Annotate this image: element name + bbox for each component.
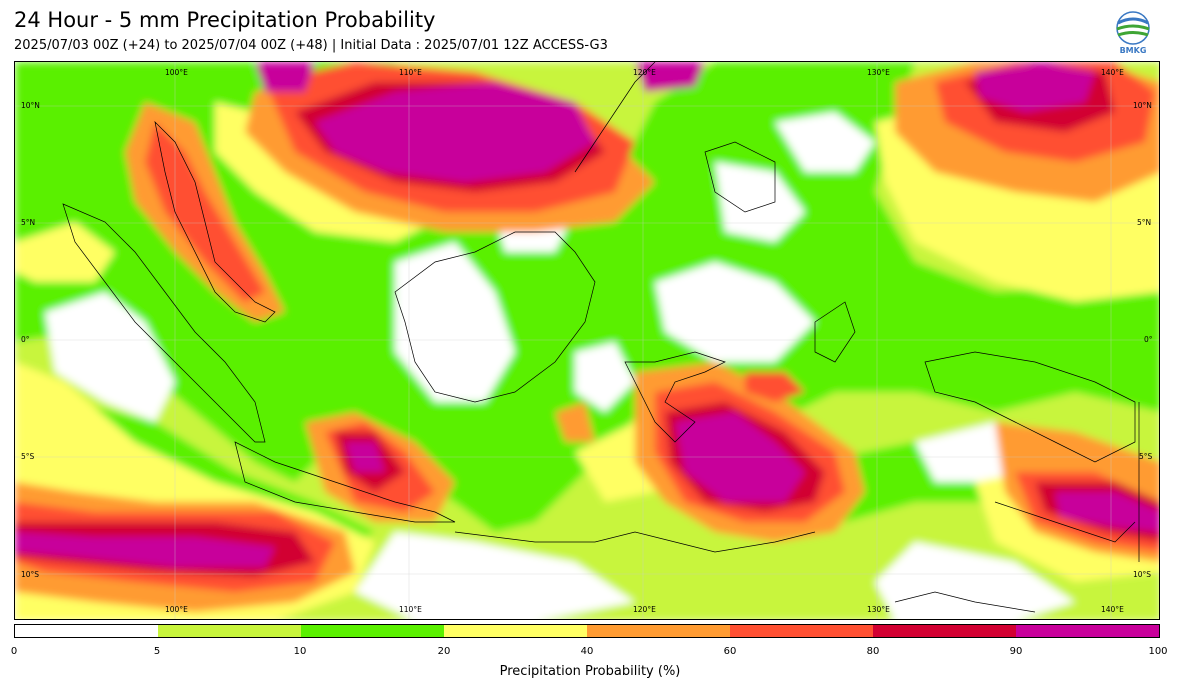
colorbar-segment [873, 625, 1016, 637]
right-lat-label: 5°S [1139, 452, 1153, 461]
bottom-lon-label: 120°E [633, 605, 656, 614]
left-lat-label: 5°S [21, 452, 35, 461]
top-lon-label: 120°E [633, 68, 656, 77]
right-lat-label: 10°S [1133, 570, 1152, 579]
left-lat-label: 10°S [21, 570, 40, 579]
left-lat-label: 5°N [21, 218, 36, 227]
map-fields [15, 62, 1159, 619]
right-lat-label: 5°N [1137, 218, 1152, 227]
colorbar-tick: 10 [293, 646, 307, 657]
colorbar-tick: 5 [153, 646, 161, 657]
left-lat-label: 10°N [21, 101, 40, 110]
colorbar-tick: 20 [437, 646, 451, 657]
top-lon-label: 130°E [867, 68, 890, 77]
bottom-lon-label: 140°E [1101, 605, 1124, 614]
colorbar-tick: 100 [1148, 646, 1168, 657]
bmkg-logo-icon: BMKG [1116, 11, 1150, 55]
left-lat-label: 0° [21, 335, 30, 344]
colorbar [14, 624, 1160, 638]
colorbar-tick: 60 [723, 646, 737, 657]
probability-fill [15, 62, 1159, 619]
colorbar-segment [444, 625, 587, 637]
coastlines [62, 62, 1140, 613]
colorbar-tick: 90 [1009, 646, 1023, 657]
colorbar-segment [587, 625, 730, 637]
bottom-lon-label: 100°E [165, 605, 188, 614]
right-lat-label: 10°N [1133, 101, 1152, 110]
top-lon-label: 110°E [399, 68, 422, 77]
right-lat-label: 0° [1144, 335, 1153, 344]
graticule [15, 62, 1159, 619]
colorbar-title: Precipitation Probability (%) [499, 664, 681, 679]
top-lon-label: 140°E [1101, 68, 1124, 77]
colorbar-segment [301, 625, 444, 637]
top-lon-label: 100°E [165, 68, 188, 77]
colorbar-segment [158, 625, 301, 637]
logo-text: BMKG [1120, 46, 1147, 55]
colorbar-segment [730, 625, 873, 637]
bottom-lon-label: 110°E [399, 605, 422, 614]
chart-subtitle: 2025/07/03 00Z (+24) to 2025/07/04 00Z (… [14, 38, 608, 53]
colorbar-tick: 40 [580, 646, 594, 657]
colorbar-tick: 80 [866, 646, 880, 657]
bottom-lon-label: 130°E [867, 605, 890, 614]
colorbar-segment [1016, 625, 1159, 637]
chart-title: 24 Hour - 5 mm Precipitation Probability [14, 8, 436, 32]
precipitation-map: 100°E 110°E 120°E 130°E 140°E 100°E 110°… [14, 61, 1160, 620]
colorbar-tick: 0 [10, 646, 18, 657]
colorbar-segment [15, 625, 158, 637]
